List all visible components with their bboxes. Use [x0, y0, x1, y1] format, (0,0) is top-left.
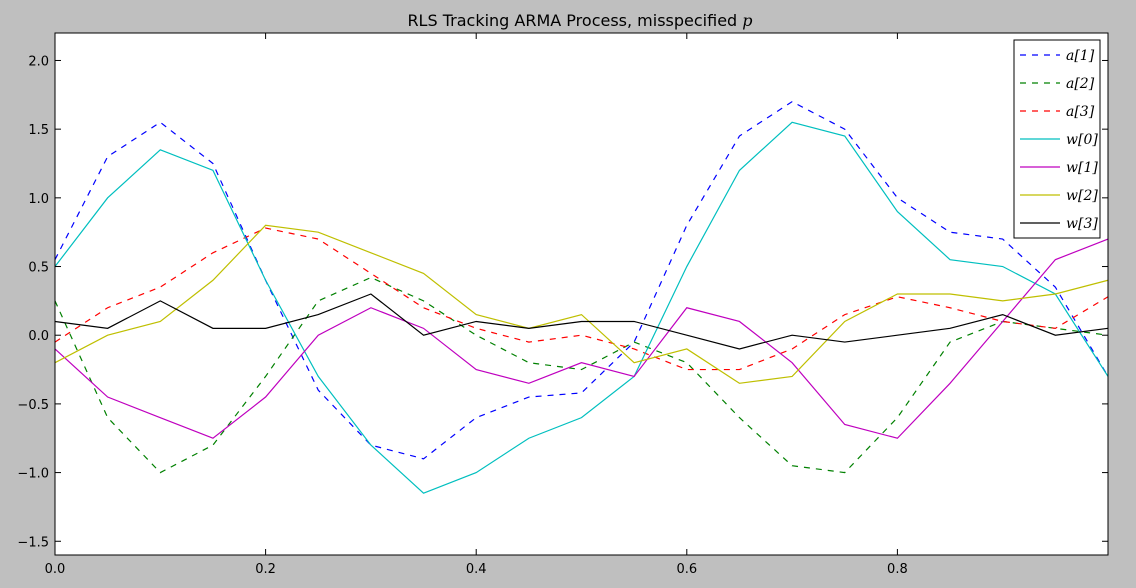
x-tick-label: 0.0 — [45, 562, 66, 577]
legend-label-1: a[1] — [1066, 48, 1095, 64]
series-line-2 — [54, 276, 1109, 474]
y-tick-label: 1.0 — [28, 192, 49, 207]
y-tick-label: 0.0 — [28, 329, 49, 344]
chart-title-math-symbol: p — [742, 11, 752, 30]
series-line-7 — [54, 293, 1109, 350]
series-line-5 — [54, 238, 1109, 439]
chart-title-text: RLS Tracking ARMA Process, misspecified — [407, 11, 737, 30]
legend-label-2: a[2] — [1066, 76, 1095, 92]
legend: a[1] a[2] a[3] w[0] w[1] w[2] w[3] — [1013, 39, 1101, 239]
axis-ticks: 0.0 0.2 0.4 0.6 0.8 −1.5 −1.0 −0.5 0.0 0.5 1.0 1.5 2… — [17, 33, 1108, 577]
x-tick-label: 0.6 — [676, 562, 697, 577]
legend-label-3: a[3] — [1066, 104, 1095, 120]
series-line-4 — [54, 121, 1109, 494]
y-tick-label: 1.5 — [28, 123, 49, 138]
legend-label-6: w[2] — [1066, 188, 1098, 204]
series-line-1 — [54, 100, 1109, 460]
y-tick-label: −1.0 — [17, 467, 49, 482]
legend-label-7: w[3] — [1066, 216, 1098, 232]
plot-frame — [54, 32, 1109, 556]
y-tick-label: −0.5 — [17, 398, 49, 413]
series-layer — [54, 100, 1109, 494]
x-tick-label: 0.4 — [466, 562, 487, 577]
legend-label-4: w[0] — [1066, 132, 1098, 148]
plot-area: 0.0 0.2 0.4 0.6 0.8 −1.5 −1.0 −0.5 0.0 0.5 1.0 1.5 2… — [17, 32, 1109, 577]
y-tick-label: 0.5 — [28, 261, 49, 276]
chart-title: RLS Tracking ARMA Process, misspecified … — [407, 11, 752, 30]
x-tick-label: 0.2 — [255, 562, 276, 577]
legend-label-5: w[1] — [1066, 160, 1098, 176]
x-tick-label: 0.8 — [887, 562, 908, 577]
series-line-6 — [54, 224, 1109, 384]
y-tick-label: −1.5 — [17, 535, 49, 550]
y-tick-label: 2.0 — [28, 54, 49, 69]
